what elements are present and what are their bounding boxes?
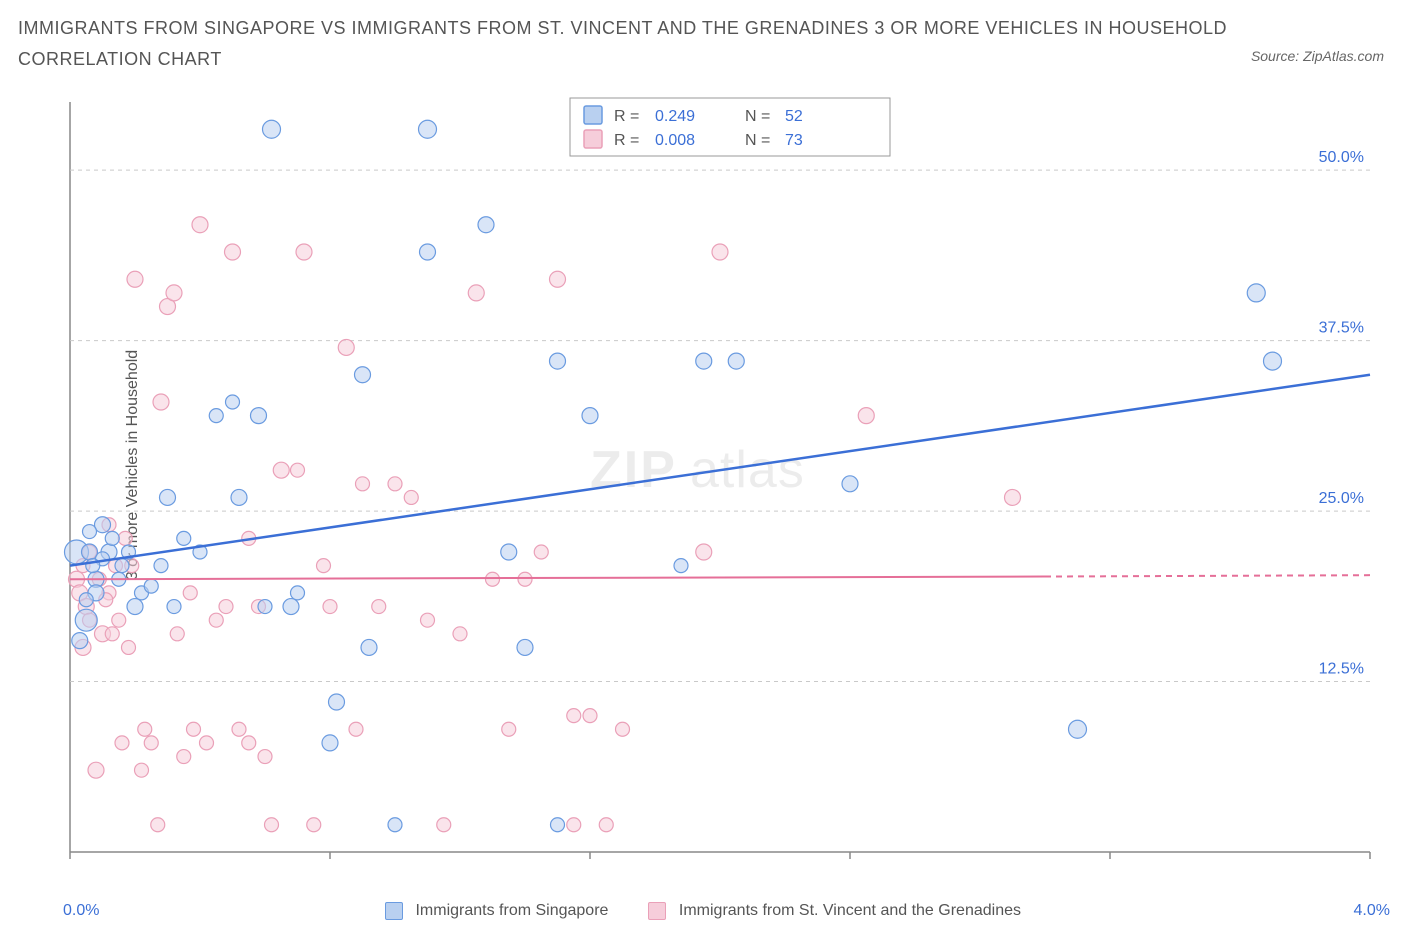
svg-text:N =: N = — [745, 132, 770, 149]
svg-text:25.0%: 25.0% — [1319, 490, 1364, 507]
legend-swatch-blue — [385, 902, 403, 920]
svg-text:N =: N = — [745, 108, 770, 125]
svg-text:R =: R = — [614, 132, 639, 149]
svg-text:ZIP: ZIP — [590, 441, 677, 499]
svg-text:atlas: atlas — [690, 441, 805, 499]
source-attribution: Source: ZipAtlas.com — [1251, 48, 1384, 64]
legend-swatch-pink — [648, 902, 666, 920]
svg-text:37.5%: 37.5% — [1319, 320, 1364, 337]
source-value: ZipAtlas.com — [1303, 48, 1384, 64]
legend-label-singapore: Immigrants from Singapore — [415, 902, 608, 919]
source-label: Source: — [1251, 48, 1299, 64]
bottom-legend: Immigrants from Singapore Immigrants fro… — [0, 902, 1406, 920]
chart-title: IMMIGRANTS FROM SINGAPORE VS IMMIGRANTS … — [18, 18, 1406, 39]
scatter-plot: 12.5% 25.0% 37.5% 50.0% ZIPatlas R = 0.249 N = 5… — [60, 92, 1390, 882]
svg-text:12.5%: 12.5% — [1319, 661, 1364, 678]
svg-text:52: 52 — [785, 108, 803, 125]
svg-text:R =: R = — [614, 108, 639, 125]
svg-text:0.249: 0.249 — [655, 108, 695, 125]
legend-label-stvincent: Immigrants from St. Vincent and the Gren… — [679, 902, 1021, 919]
legend-item-stvincent: Immigrants from St. Vincent and the Gren… — [648, 902, 1021, 920]
chart-area: 12.5% 25.0% 37.5% 50.0% ZIPatlas R = 0.249 N = 5… — [60, 92, 1390, 882]
legend-item-singapore: Immigrants from Singapore — [385, 902, 608, 920]
chart-subtitle: CORRELATION CHART — [18, 49, 1406, 70]
svg-text:73: 73 — [785, 132, 803, 149]
svg-text:0.008: 0.008 — [655, 132, 695, 149]
svg-text:50.0%: 50.0% — [1319, 149, 1364, 166]
